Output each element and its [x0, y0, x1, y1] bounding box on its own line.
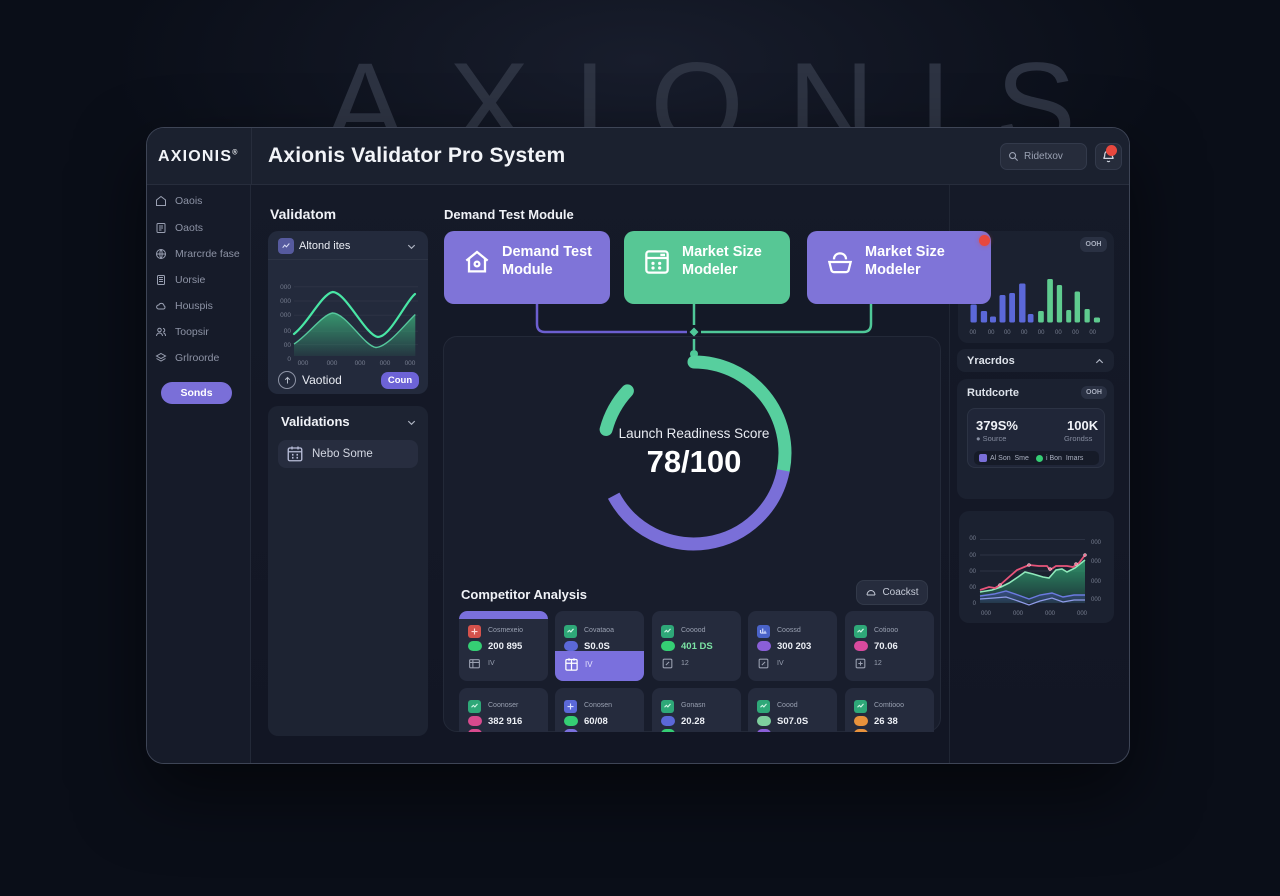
svg-text:000: 000 [355, 360, 366, 367]
svg-text:0: 0 [287, 356, 291, 363]
svg-text:00: 00 [1038, 330, 1045, 336]
svg-text:000: 000 [1091, 579, 1102, 585]
svg-text:000: 000 [1045, 611, 1056, 617]
svg-text:00: 00 [1004, 330, 1011, 336]
svg-text:00: 00 [1089, 330, 1096, 336]
svg-text:00: 00 [1021, 330, 1028, 336]
svg-text:000: 000 [1091, 540, 1102, 546]
svg-text:00: 00 [969, 585, 976, 591]
svg-text:00: 00 [988, 330, 995, 336]
svg-text:00: 00 [969, 553, 976, 559]
svg-text:00: 00 [1055, 330, 1062, 336]
svg-text:000: 000 [298, 360, 309, 367]
svg-text:00: 00 [969, 569, 976, 575]
svg-text:000: 000 [280, 284, 291, 291]
svg-text:000: 000 [405, 360, 416, 367]
svg-text:00: 00 [970, 330, 977, 336]
svg-text:0: 0 [973, 601, 977, 607]
svg-text:000: 000 [981, 611, 992, 617]
svg-text:00: 00 [284, 328, 292, 335]
svg-text:000: 000 [1091, 597, 1102, 603]
svg-text:000: 000 [327, 360, 338, 367]
svg-text:000: 000 [280, 298, 291, 305]
svg-text:000: 000 [380, 360, 391, 367]
svg-text:000: 000 [280, 312, 291, 319]
svg-text:00: 00 [1072, 330, 1079, 336]
svg-text:000: 000 [1013, 611, 1024, 617]
svg-text:000: 000 [1077, 611, 1088, 617]
svg-text:00: 00 [284, 342, 292, 349]
svg-text:00: 00 [969, 536, 976, 542]
svg-text:000: 000 [1091, 559, 1102, 565]
